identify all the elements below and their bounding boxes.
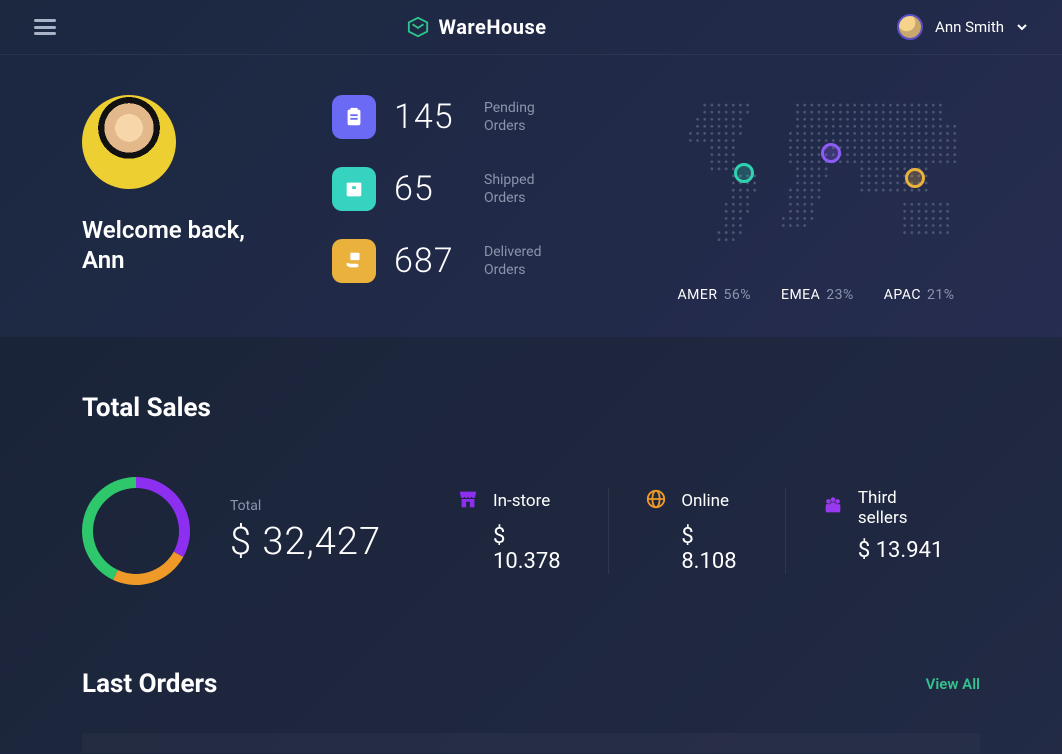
hand-box-icon [332,239,376,283]
channel-name: Online [681,491,729,511]
welcome-line2: Ann [82,245,272,275]
hamburger-menu[interactable] [34,19,56,35]
stat-row: 145 PendingOrders [332,95,592,139]
channel-value: $ 8.108 [645,524,749,574]
user-name: Ann Smith [935,18,1004,36]
brand-name: WareHouse [439,15,547,39]
sales-donut [82,477,190,585]
last-orders-header: Last Orders View All [82,585,980,699]
box-icon [332,167,376,211]
map-pin[interactable] [734,163,754,183]
legend-item: AMER56% [678,287,751,303]
sales-total-value: $ 32,427 [230,520,381,564]
welcome-block: Welcome back, Ann [82,95,272,303]
channel-name: In-store [493,491,550,511]
user-avatar-large [82,95,176,189]
stat-row: 687 DeliveredOrders [332,239,592,283]
sales-channel: Online $ 8.108 [608,488,785,574]
region-map-block: AMER56% EMEA23% APAC21% [652,95,980,303]
app-header: WareHouse Ann Smith [0,0,1062,55]
map-pin[interactable] [905,168,925,188]
stat-label: DeliveredOrders [484,243,541,279]
world-map [666,95,966,265]
sales-total: Total $ 32,427 [230,498,381,564]
channel-value: $ 13.941 [822,538,944,563]
legend-item: EMEA23% [781,287,854,303]
avatar-icon [897,14,923,40]
legend-item: APAC21% [884,287,955,303]
stat-value: 65 [394,169,466,209]
sales-channel: Third sellers $ 13.941 [785,488,980,574]
chevron-down-icon [1016,21,1028,33]
last-orders-title: Last Orders [82,669,217,699]
globe-icon [645,488,667,514]
order-stats: 145 PendingOrders 65 ShippedOrders 687 Delive… [332,95,592,303]
people-icon [822,495,844,521]
stat-value: 145 [394,97,466,137]
welcome-line1: Welcome back, [82,215,272,245]
channel-value: $ 10.378 [457,524,572,574]
map-pin[interactable] [821,143,841,163]
channel-name: Third sellers [858,488,944,528]
user-menu[interactable]: Ann Smith [897,14,1028,40]
brand[interactable]: WareHouse [407,15,547,39]
stat-label: PendingOrders [484,99,535,135]
map-legend: AMER56% EMEA23% APAC21% [678,287,955,303]
hero-section: Welcome back, Ann 145 PendingOrders 65 Ship… [0,55,1062,337]
stat-label: ShippedOrders [484,171,534,207]
stat-row: 65 ShippedOrders [332,167,592,211]
clipboard-icon [332,95,376,139]
store-icon [457,488,479,514]
stat-value: 687 [394,241,466,281]
sales-total-label: Total [230,498,381,514]
view-all-link[interactable]: View All [926,675,980,693]
sales-panel: Total Sales Total $ 32,427 In-store $ 10.… [0,337,1062,754]
sales-title: Total Sales [82,393,980,423]
orders-table-placeholder [82,733,980,753]
logo-icon [407,16,429,38]
sales-channels: In-store $ 10.378 Online $ 8.108 Third selle… [421,488,980,574]
sales-channel: In-store $ 10.378 [421,488,608,574]
